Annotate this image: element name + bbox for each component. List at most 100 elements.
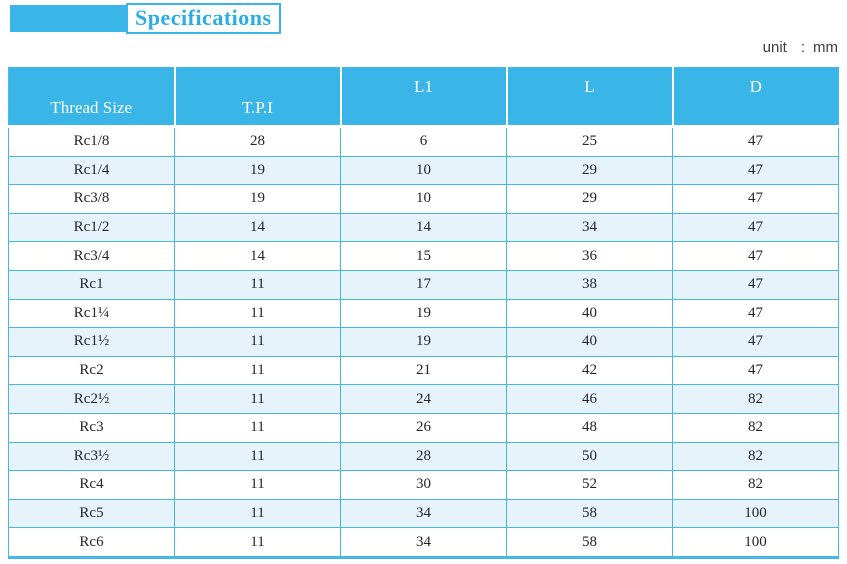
value-cell: 15 — [340, 241, 507, 271]
unit-value: mm — [813, 39, 838, 56]
table-row: Rc1/4 19 10 29 47 — [8, 155, 839, 186]
value-cell: 24 — [340, 384, 507, 414]
value-cell: 40 — [506, 327, 673, 357]
value-cell: 11 — [174, 498, 341, 529]
value-cell: 82 — [672, 470, 839, 500]
value-cell: 47 — [672, 355, 839, 386]
thread-size-cell: Rc3½ — [8, 441, 175, 472]
value-cell: 34 — [340, 527, 507, 558]
value-cell: 34 — [506, 212, 673, 243]
value-cell: 17 — [340, 269, 507, 300]
table-row: Rc1/2 14 14 34 47 — [8, 212, 839, 243]
value-cell: 82 — [672, 412, 839, 443]
title-banner: Specifications — [10, 3, 281, 34]
table-row: Rc4 11 30 52 82 — [8, 470, 839, 500]
spec-table-header: Thread Size T.P.I L1 L D — [8, 67, 839, 128]
value-cell: 50 — [506, 441, 673, 472]
value-cell: 11 — [174, 355, 341, 386]
value-cell: 47 — [672, 155, 839, 186]
value-cell: 29 — [506, 155, 673, 186]
thread-size-cell: Rc4 — [8, 470, 175, 500]
table-row: Rc6 11 34 58 100 — [8, 527, 839, 558]
thread-size-cell: Rc1/2 — [8, 212, 175, 243]
table-row: Rc1/8 28 6 25 47 — [8, 126, 839, 157]
value-cell: 11 — [174, 527, 341, 558]
value-cell: 46 — [506, 384, 673, 414]
thread-size-cell: Rc1½ — [8, 327, 175, 357]
value-cell: 82 — [672, 384, 839, 414]
value-cell: 19 — [340, 327, 507, 357]
thread-size-cell: Rc2 — [8, 355, 175, 386]
thread-size-cell: Rc5 — [8, 498, 175, 529]
thread-size-cell: Rc1 — [8, 269, 175, 300]
table-row: Rc3/8 19 10 29 47 — [8, 184, 839, 214]
value-cell: 40 — [506, 298, 673, 329]
value-cell: 14 — [174, 212, 341, 243]
unit-separator: : — [800, 39, 805, 56]
value-cell: 14 — [340, 212, 507, 243]
value-cell: 58 — [506, 498, 673, 529]
value-cell: 36 — [506, 241, 673, 271]
value-cell: 42 — [506, 355, 673, 386]
thread-size-cell: Rc1/8 — [8, 126, 175, 157]
title-banner-bar — [10, 5, 126, 32]
table-row: Rc3 11 26 48 82 — [8, 412, 839, 443]
column-header-1: T.P.I — [173, 67, 341, 128]
thread-size-cell: Rc3/4 — [8, 241, 175, 271]
value-cell: 11 — [174, 470, 341, 500]
value-cell: 48 — [506, 412, 673, 443]
value-cell: 6 — [340, 126, 507, 157]
value-cell: 47 — [672, 126, 839, 157]
value-cell: 100 — [672, 498, 839, 529]
value-cell: 47 — [672, 241, 839, 271]
value-cell: 58 — [506, 527, 673, 558]
table-row: Rc1¼ 11 19 40 47 — [8, 298, 839, 329]
thread-size-cell: Rc1/4 — [8, 155, 175, 186]
table-row: Rc2 11 21 42 47 — [8, 355, 839, 386]
thread-size-cell: Rc1¼ — [8, 298, 175, 329]
value-cell: 29 — [506, 184, 673, 214]
value-cell: 25 — [506, 126, 673, 157]
thread-size-cell: Rc6 — [8, 527, 175, 558]
value-cell: 19 — [340, 298, 507, 329]
value-cell: 10 — [340, 155, 507, 186]
value-cell: 52 — [506, 470, 673, 500]
value-cell: 11 — [174, 441, 341, 472]
column-header-4: D — [671, 67, 839, 128]
value-cell: 30 — [340, 470, 507, 500]
value-cell: 47 — [672, 269, 839, 300]
value-cell: 100 — [672, 527, 839, 558]
thread-size-cell: Rc2½ — [8, 384, 175, 414]
value-cell: 11 — [174, 269, 341, 300]
unit-label: unit — [762, 39, 787, 56]
table-row: Rc3/4 14 15 36 47 — [8, 241, 839, 271]
thread-size-cell: Rc3 — [8, 412, 175, 443]
value-cell: 47 — [672, 298, 839, 329]
value-cell: 47 — [672, 184, 839, 214]
title-box: Specifications — [126, 3, 281, 34]
value-cell: 47 — [672, 212, 839, 243]
table-row: Rc1 11 17 38 47 — [8, 269, 839, 300]
value-cell: 28 — [174, 126, 341, 157]
value-cell: 26 — [340, 412, 507, 443]
thread-size-cell: Rc3/8 — [8, 184, 175, 214]
value-cell: 38 — [506, 269, 673, 300]
value-cell: 19 — [174, 184, 341, 214]
page-title: Specifications — [135, 4, 272, 30]
value-cell: 82 — [672, 441, 839, 472]
column-header-3: L — [505, 67, 673, 128]
value-cell: 11 — [174, 384, 341, 414]
spec-table: Thread Size T.P.I L1 L D Rc1/8 28 6 25 47 Rc1/4 19… — [8, 67, 839, 559]
value-cell: 11 — [174, 298, 341, 329]
table-row: Rc2½ 11 24 46 82 — [8, 384, 839, 414]
value-cell: 19 — [174, 155, 341, 186]
unit-note: unit : mm — [763, 39, 838, 56]
value-cell: 11 — [174, 327, 341, 357]
value-cell: 11 — [174, 412, 341, 443]
header-row: Thread Size T.P.I L1 L D — [8, 67, 839, 128]
table-row: Rc1½ 11 19 40 47 — [8, 327, 839, 357]
column-header-0: Thread Size — [8, 67, 175, 128]
spec-table-body: Rc1/8 28 6 25 47 Rc1/4 19 10 29 47 Rc3/8 19 10 29 47 Rc… — [8, 126, 839, 558]
table-row: Rc3½ 11 28 50 82 — [8, 441, 839, 472]
